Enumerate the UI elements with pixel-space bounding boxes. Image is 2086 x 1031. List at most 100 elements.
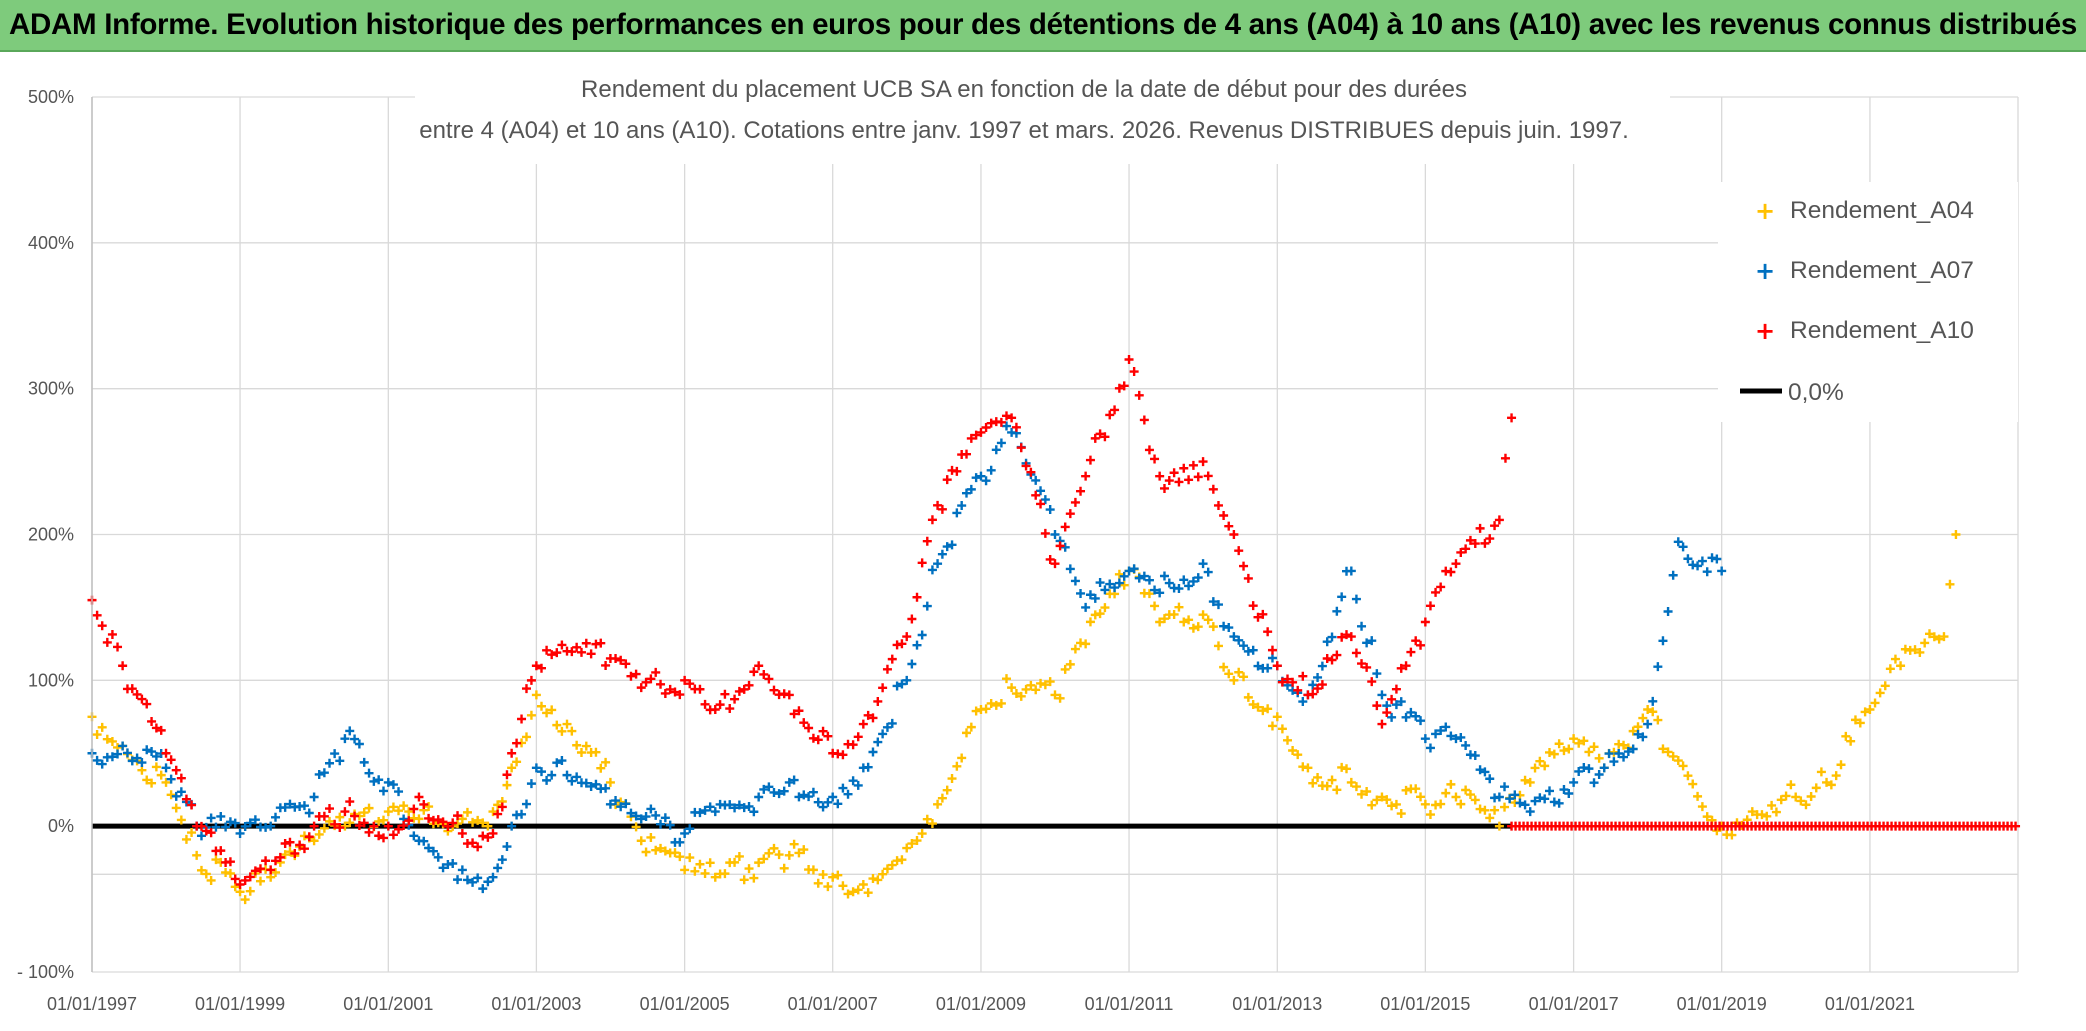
- data-point-interp: [720, 869, 730, 879]
- data-point-interp: [201, 869, 211, 879]
- data-point-interp: [1164, 476, 1174, 486]
- data-point-interp: [552, 758, 562, 768]
- data-point-interp: [1293, 685, 1303, 695]
- data-point-interp: [547, 770, 557, 780]
- data-point: [1507, 413, 1517, 423]
- data-point-interp: [1554, 798, 1564, 808]
- x-tick-label: 01/01/2019: [1677, 994, 1767, 1014]
- data-point-interp: [547, 705, 557, 715]
- data-point-interp: [878, 683, 888, 693]
- x-tick-label: 01/01/2015: [1380, 994, 1470, 1014]
- x-tick-label: 01/01/2021: [1825, 994, 1915, 1014]
- data-point-interp: [364, 803, 374, 813]
- data-point: [1346, 632, 1356, 642]
- data-point-interp: [764, 848, 774, 858]
- data-point-interp: [922, 814, 932, 824]
- data-point-interp: [823, 882, 833, 892]
- data-point-interp: [794, 706, 804, 716]
- data-point-interp: [591, 747, 601, 757]
- data-point-interp: [873, 875, 883, 885]
- data-point-interp: [261, 856, 271, 866]
- x-tick-label: 01/01/2009: [936, 994, 1026, 1014]
- data-point: [1673, 756, 1683, 766]
- data-point-interp: [621, 659, 631, 669]
- data-point-interp: [1362, 786, 1372, 796]
- data-point-interp: [1663, 606, 1673, 616]
- legend-a07-label: Rendement_A07: [1790, 257, 1974, 284]
- data-point-interp: [1016, 691, 1026, 701]
- data-point: [933, 559, 943, 569]
- data-point-interp: [1213, 600, 1223, 610]
- data-point-interp: [611, 796, 621, 806]
- data-point-interp: [1456, 732, 1466, 742]
- data-point-interp: [1885, 664, 1895, 674]
- data-point-interp: [897, 679, 907, 689]
- data-point-interp: [838, 783, 848, 793]
- data-point: [1569, 777, 1579, 787]
- data-point-interp: [749, 873, 759, 883]
- data-point-interp: [206, 813, 216, 823]
- data-point-interp: [557, 640, 567, 650]
- data-point-interp: [1683, 771, 1693, 781]
- data-point-interp: [730, 803, 740, 813]
- data-point-interp: [1322, 654, 1332, 664]
- data-point-interp: [211, 822, 221, 832]
- data-point-interp: [483, 877, 493, 887]
- data-point-interp: [581, 778, 591, 788]
- data-point-interp: [176, 787, 186, 797]
- data-point-interp: [409, 804, 419, 814]
- data-point-interp: [601, 783, 611, 793]
- data-point: [1050, 530, 1060, 539]
- data-point: [562, 719, 572, 729]
- data-point-interp: [1090, 593, 1100, 603]
- data-point-interp: [468, 877, 478, 887]
- data-point-interp: [774, 850, 784, 860]
- data-point-interp: [151, 751, 161, 761]
- data-point-interp: [1100, 432, 1110, 442]
- data-point-interp: [364, 827, 374, 837]
- data-point-interp: [907, 839, 917, 849]
- data-point-interp: [1208, 622, 1218, 632]
- data-point-interp: [552, 720, 562, 730]
- data-point: [1155, 617, 1165, 627]
- data-point-interp: [853, 732, 863, 742]
- data-point-interp: [1357, 621, 1367, 631]
- data-point-interp: [971, 706, 981, 716]
- data-point-interp: [947, 774, 957, 784]
- data-point-interp: [497, 855, 507, 865]
- data-point-interp: [557, 756, 567, 766]
- data-point-interp: [1179, 617, 1189, 627]
- data-point-interp: [1263, 627, 1273, 637]
- data-point: [933, 500, 943, 510]
- data-point-interp: [547, 650, 557, 660]
- data-point-interp: [1549, 797, 1559, 807]
- data-point-interp: [1277, 724, 1287, 734]
- data-point-interp: [1060, 664, 1070, 674]
- data-point-interp: [789, 839, 799, 849]
- data-point-interp: [1263, 663, 1273, 673]
- data-point-interp: [971, 473, 981, 483]
- data-point-interp: [132, 689, 142, 699]
- data-point-interp: [314, 769, 324, 779]
- data-point-interp: [1105, 579, 1115, 589]
- data-point-interp: [399, 801, 409, 811]
- data-point-interp: [1001, 411, 1011, 421]
- data-point-interp: [1208, 597, 1218, 607]
- data-point-interp: [176, 773, 186, 783]
- data-point-interp: [996, 417, 1006, 427]
- data-point-interp: [127, 684, 137, 694]
- data-point-interp: [127, 756, 137, 766]
- data-point-interp: [764, 782, 774, 792]
- y-tick-label: 100%: [28, 670, 74, 690]
- data-point: [1525, 807, 1535, 817]
- x-tick-label: 01/01/2001: [343, 994, 433, 1014]
- data-point-interp: [1490, 521, 1500, 531]
- series-layer: [87, 355, 2021, 905]
- data-point: [1124, 355, 1134, 364]
- data-point-interp: [1653, 662, 1663, 672]
- data-point: [828, 792, 838, 802]
- data-point-interp: [438, 863, 448, 873]
- data-point-interp: [1076, 486, 1086, 496]
- legend-a10-label: Rendement_A10: [1790, 317, 1974, 344]
- data-point-interp: [1248, 645, 1258, 655]
